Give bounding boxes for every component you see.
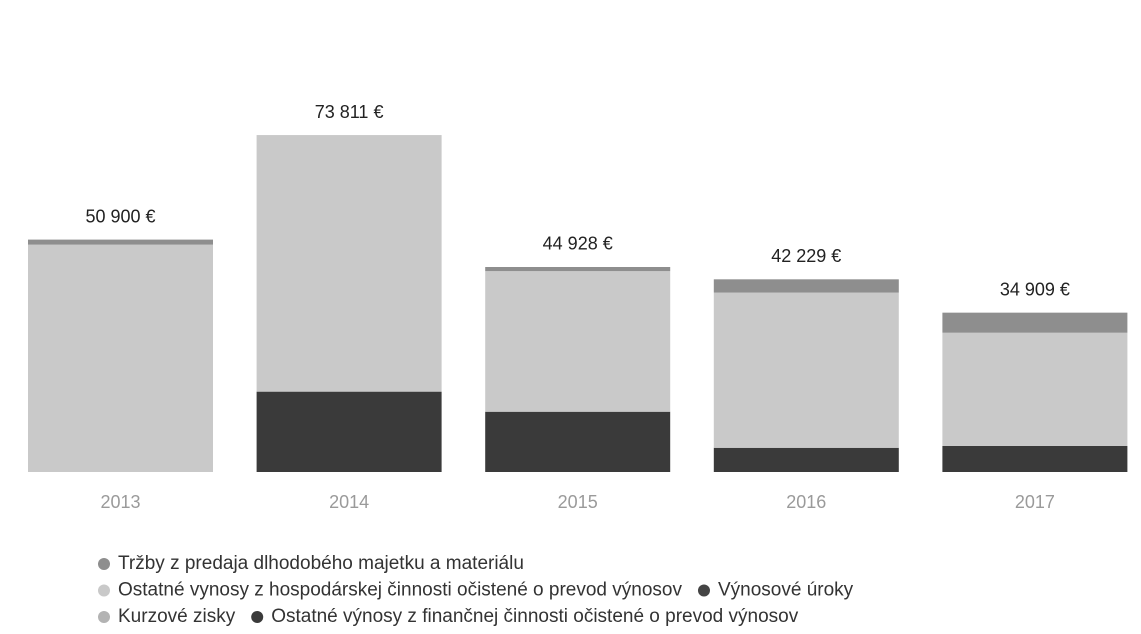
legend-label: Kurzové zisky xyxy=(118,606,236,627)
total-label: 50 900 € xyxy=(85,206,155,226)
legend-label: Tržby z predaja dlhodobého majetku a mat… xyxy=(118,553,524,574)
legend-label: Výnosové úroky xyxy=(718,580,854,601)
legend-dot xyxy=(98,558,110,570)
bar-segment xyxy=(485,266,671,272)
bar-segment xyxy=(713,279,899,293)
bar-segment xyxy=(28,239,213,245)
bar-segment xyxy=(942,332,1128,446)
bar-segment xyxy=(942,312,1128,333)
x-tick-label: 2015 xyxy=(558,492,598,512)
x-tick-label: 2017 xyxy=(1015,492,1055,512)
total-label: 34 909 € xyxy=(1000,279,1070,299)
x-tick-label: 2013 xyxy=(100,492,140,512)
legend-dot xyxy=(98,611,110,623)
legend-dot xyxy=(251,611,264,623)
bar-segment xyxy=(485,271,671,412)
bar-segment xyxy=(713,292,899,448)
bar-segment xyxy=(713,447,899,472)
bar-segment xyxy=(256,391,442,472)
legend-label: Ostatné výnosy z finančnej činnosti očis… xyxy=(271,606,799,627)
legend-dot xyxy=(697,584,710,597)
x-tick-label: 2014 xyxy=(329,492,369,512)
total-label: 42 229 € xyxy=(771,246,841,266)
bar-segment xyxy=(942,445,1128,472)
legend-label: Ostatné vynosy z hospodárskej činnosti o… xyxy=(118,580,682,601)
total-label: 44 928 € xyxy=(543,234,613,254)
legend-dot xyxy=(98,584,110,597)
total-label: 73 811 € xyxy=(315,102,384,122)
bar-segment xyxy=(485,411,671,472)
bar-segment xyxy=(28,244,213,472)
x-tick-label: 2016 xyxy=(786,492,826,512)
bar-segment xyxy=(256,135,442,392)
